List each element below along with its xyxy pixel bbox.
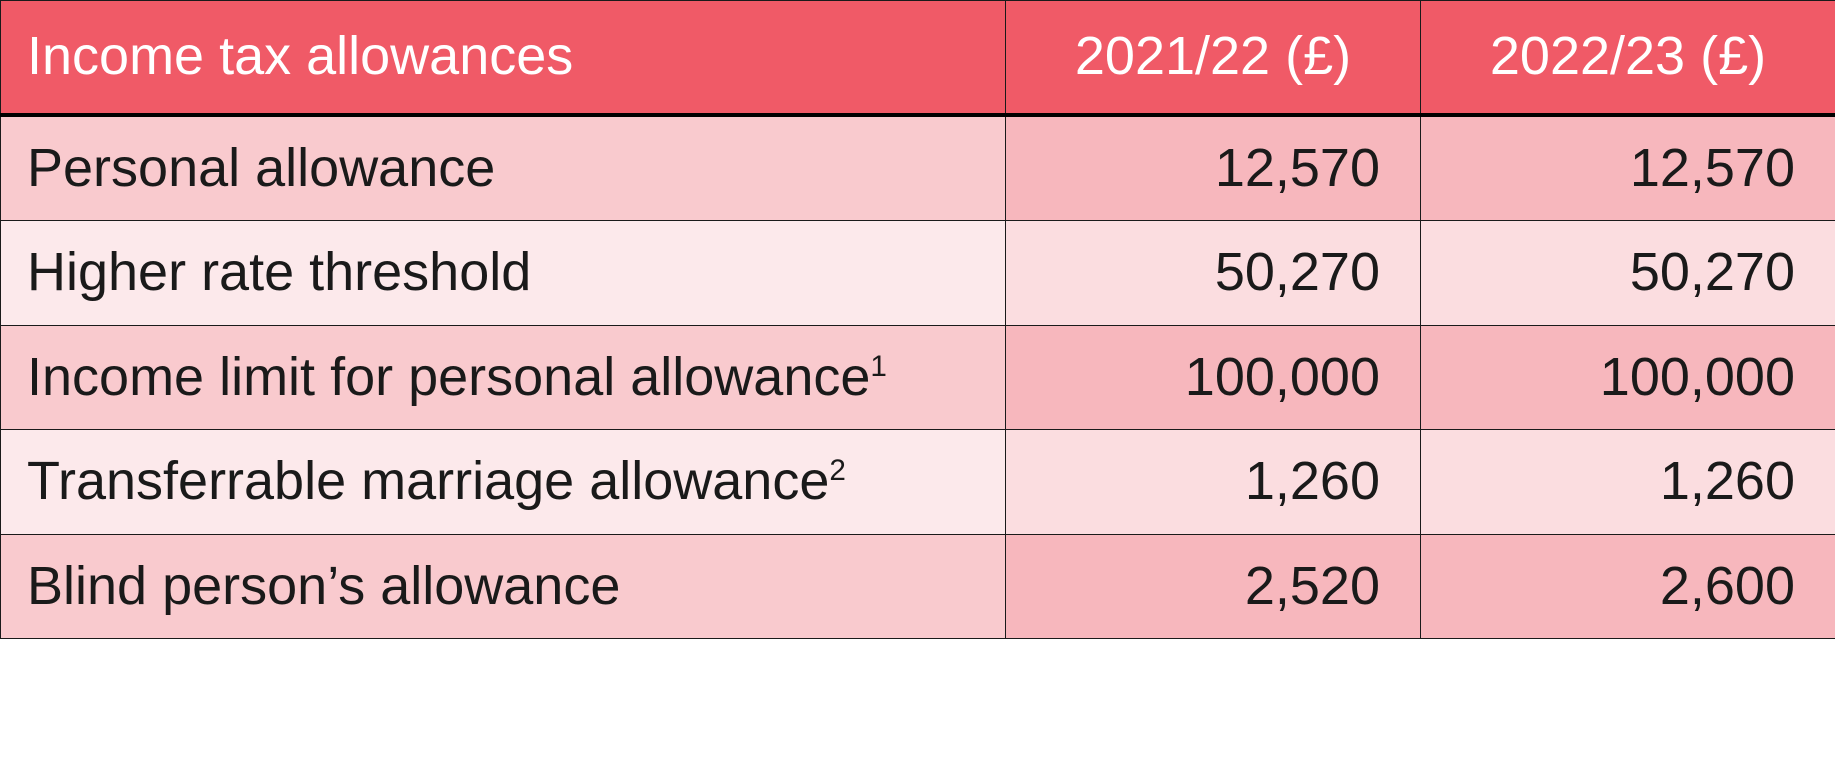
row-value-year-2: 100,000 — [1421, 325, 1835, 430]
table-row: Personal allowance12,57012,570 — [1, 115, 1835, 221]
header-year-1: 2021/22 (£) — [1006, 1, 1421, 115]
row-label: Blind person’s allowance — [1, 534, 1006, 639]
footnote-marker: 2 — [829, 454, 846, 487]
row-value-year-1: 100,000 — [1006, 325, 1421, 430]
row-value-year-1: 2,520 — [1006, 534, 1421, 639]
header-allowances: Income tax allowances — [1, 1, 1006, 115]
table-row: Transferrable marriage allowance21,2601,… — [1, 430, 1835, 535]
row-label: Higher rate threshold — [1, 221, 1006, 326]
row-value-year-1: 50,270 — [1006, 221, 1421, 326]
row-label: Income limit for personal allowance1 — [1, 325, 1006, 430]
row-value-year-2: 1,260 — [1421, 430, 1835, 535]
row-label: Transferrable marriage allowance2 — [1, 430, 1006, 535]
header-year-2: 2022/23 (£) — [1421, 1, 1835, 115]
row-label: Personal allowance — [1, 115, 1006, 221]
table-header-row: Income tax allowances 2021/22 (£) 2022/2… — [1, 1, 1835, 115]
row-value-year-2: 2,600 — [1421, 534, 1835, 639]
table-row: Income limit for personal allowance1100,… — [1, 325, 1835, 430]
row-value-year-2: 50,270 — [1421, 221, 1835, 326]
table-row: Blind person’s allowance2,5202,600 — [1, 534, 1835, 639]
income-tax-allowances-table: Income tax allowances 2021/22 (£) 2022/2… — [0, 0, 1835, 639]
row-value-year-2: 12,570 — [1421, 115, 1835, 221]
table-row: Higher rate threshold50,27050,270 — [1, 221, 1835, 326]
row-value-year-1: 1,260 — [1006, 430, 1421, 535]
row-value-year-1: 12,570 — [1006, 115, 1421, 221]
footnote-marker: 1 — [870, 350, 887, 383]
